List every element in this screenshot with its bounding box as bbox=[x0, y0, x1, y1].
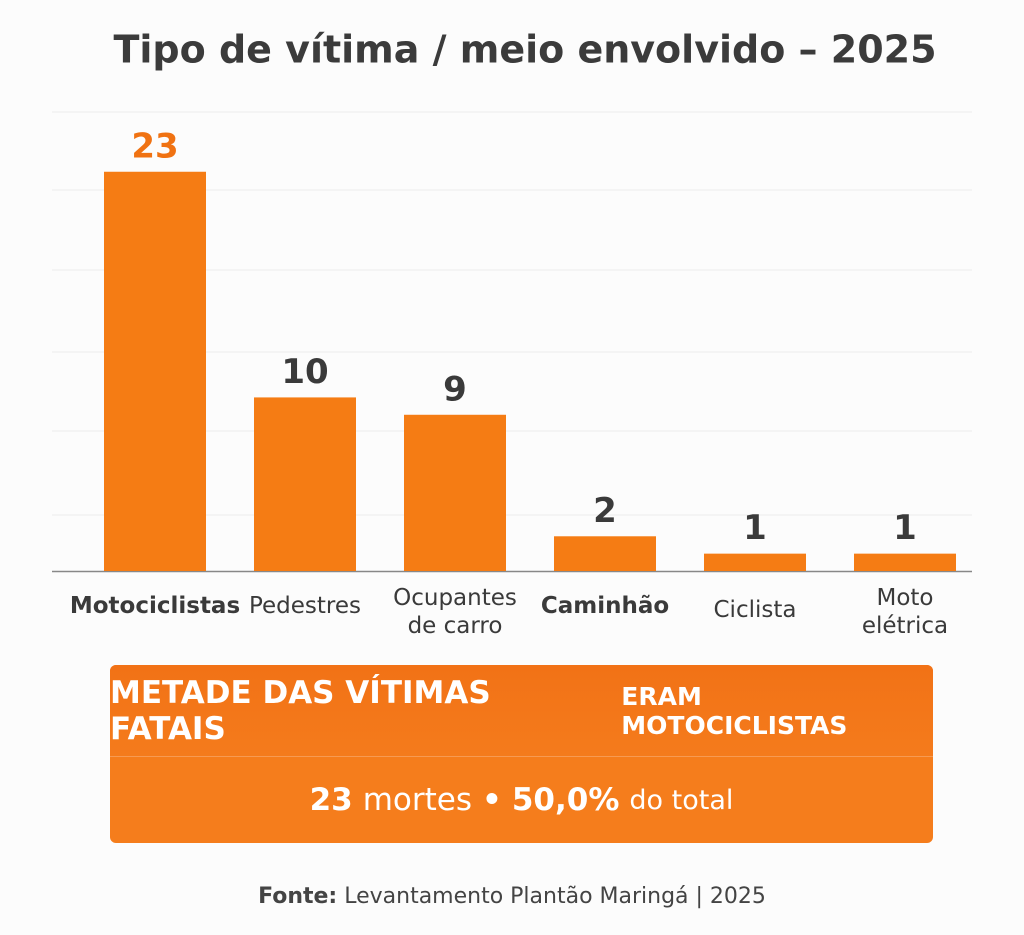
x-tick: Pedestres bbox=[245, 592, 365, 620]
value-label: 1 bbox=[743, 508, 767, 548]
bar bbox=[254, 397, 356, 571]
value-label: 10 bbox=[281, 352, 328, 392]
x-tick-label: Motociclistas bbox=[69, 593, 241, 619]
headline: METADE DAS VÍTIMAS FATAIS ERAM MOTOCICLI… bbox=[110, 665, 933, 757]
x-tick-label: Ocupantes de carro bbox=[393, 585, 517, 639]
detail-share: 50,0% bbox=[511, 782, 620, 818]
detail-sep: • bbox=[482, 782, 502, 818]
x-tick: Ocupantes de carro bbox=[393, 584, 517, 640]
x-tick: Moto elétrica bbox=[845, 584, 965, 640]
highlight-box: METADE DAS VÍTIMAS FATAIS ERAM MOTOCICLI… bbox=[110, 665, 933, 843]
value-label: 2 bbox=[593, 491, 617, 531]
detail-text: do total bbox=[629, 784, 734, 816]
value-label: 9 bbox=[443, 369, 467, 409]
x-tick: Motociclistas bbox=[70, 592, 240, 620]
headline-rest: ERAM MOTOCICLISTAS bbox=[621, 681, 848, 740]
detail-count: 23 bbox=[309, 782, 353, 818]
detail-text: mortes bbox=[362, 782, 473, 818]
value-label: 1 bbox=[893, 508, 917, 548]
bar bbox=[404, 414, 506, 571]
chart: Tipo de vítima / meio envolvido – 2025 2… bbox=[52, 28, 972, 573]
footer: Fonte: Levantamento Plantão Maringá | 20… bbox=[0, 884, 1024, 909]
bar bbox=[104, 171, 206, 572]
bar bbox=[704, 553, 806, 571]
bar bbox=[854, 553, 956, 571]
x-tick-label: Ciclista bbox=[713, 597, 797, 623]
detail: 23 mortes • 50,0% do total bbox=[110, 757, 933, 843]
x-tick-label: Caminhão bbox=[540, 593, 670, 619]
x-tick: Caminhão bbox=[541, 592, 669, 620]
headline-main: METADE DAS VÍTIMAS FATAIS bbox=[110, 674, 491, 747]
footer-text: Levantamento Plantão Maringá | 2025 bbox=[344, 884, 766, 909]
x-tick-label: Moto elétrica bbox=[861, 585, 949, 639]
chart-title: Tipo de vítima / meio envolvido – 2025 bbox=[113, 28, 936, 72]
footer-label: Fonte: bbox=[258, 884, 338, 909]
x-tick-label: Pedestres bbox=[248, 593, 362, 619]
bar bbox=[554, 536, 656, 571]
x-tick: Ciclista bbox=[695, 596, 815, 624]
value-label: 23 bbox=[131, 126, 178, 166]
